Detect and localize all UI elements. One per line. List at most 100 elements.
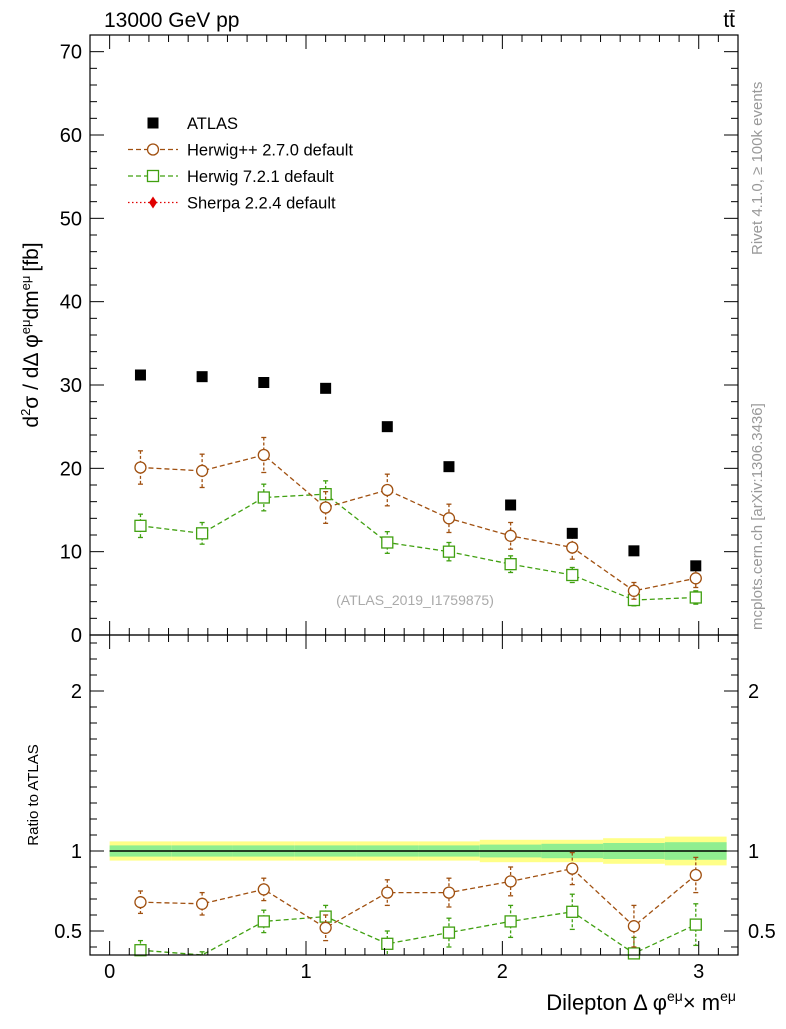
legend-entry: ATLAS (147, 115, 238, 133)
main-atlas-point (381, 421, 393, 433)
process-label: tt̄ (723, 9, 735, 32)
main-herwig-2-7-0-default-point (442, 512, 456, 525)
main-atlas-point (443, 461, 455, 473)
ratio-herwig-2-7-0-default-line (140, 867, 697, 929)
main-atlas-point (628, 545, 640, 557)
main-herwig-7-2-1-default-point (381, 536, 394, 549)
main-herwig-7-2-1-default-series (134, 480, 702, 607)
legend-entry: Herwig++ 2.7.0 default (128, 142, 353, 160)
ratio-herwig-7-2-1-default-point (504, 915, 517, 928)
main-atlas-point (258, 377, 270, 388)
legend-label: Herwig 7.2.1 default (187, 168, 334, 186)
ratio-herwig-7-2-1-default-point (381, 937, 394, 950)
ratio-herwig-7-2-1-default-series (134, 893, 702, 960)
main-ylabel: d2σ / dΔ φeμdmeμ[fb] (18, 242, 43, 427)
legend-entry: Sherpa 2.2.4 default (128, 195, 336, 213)
ratio-herwig-7-2-1-default-point (627, 947, 641, 960)
main-herwig-2-7-0-default-point (319, 501, 332, 514)
main-herwig-2-7-0-default-point (689, 572, 702, 585)
main-herwig-2-7-0-default-series (134, 436, 702, 600)
legend-entry: Herwig 7.2.1 default (128, 168, 334, 186)
main-herwig-2-7-0-default-point (627, 584, 641, 597)
main-herwig-7-2-1-default-point (195, 527, 209, 540)
analysis-watermark: (ATLAS_2019_I1759875) (336, 592, 494, 608)
xtick-label: 1 (300, 961, 311, 983)
energy-label: 13000 GeV pp (104, 9, 239, 32)
ratio-herwig-7-2-1-default-point (566, 905, 579, 918)
ratio-herwig-7-2-1-default-point (134, 944, 147, 957)
ratio-ytick-label-right: 0.5 (748, 921, 776, 943)
ratio-ytick-label: 0.5 (54, 921, 82, 943)
main-herwig-2-7-0-default-point (381, 483, 394, 497)
mcplots-label: mcplots.cern.ch [arXiv:1306.3436] (749, 403, 766, 630)
main-atlas-point (320, 382, 332, 394)
main-atlas-series (134, 369, 702, 572)
xtick-label: 2 (497, 961, 508, 983)
xtick-label: 0 (104, 961, 115, 983)
ratio-ytick-label: 1 (71, 841, 82, 863)
ratio-ytick-label: 2 (71, 681, 82, 703)
ratio-herwig-2-7-0-default-point (257, 883, 270, 896)
main-herwig-7-2-1-default-line (140, 493, 696, 601)
rivet-label: Rivet 4.1.0, ≥ 100k events (749, 82, 766, 255)
main-herwig-7-2-1-default-point (689, 591, 702, 604)
legend-label: ATLAS (187, 115, 238, 133)
main-atlas-point (505, 499, 517, 511)
main-herwig-2-7-0-default-point (195, 464, 209, 477)
ratio-frame (89, 634, 739, 956)
legend-marker (149, 196, 157, 209)
ratio-ytick-label-right: 2 (748, 681, 759, 703)
ratio-herwig-2-7-0-default-point (381, 886, 394, 899)
ratio-herwig-2-7-0-default-point (134, 896, 147, 909)
ratio-herwig-2-7-0-default-point (195, 897, 209, 910)
legend-marker (146, 169, 160, 183)
ratio-herwig-2-7-0-default-point (319, 921, 332, 934)
ratio-herwig-7-2-1-default-line (140, 911, 697, 956)
main-ytick-label: 0 (71, 625, 82, 647)
main-atlas-point (690, 560, 702, 572)
main-ytick-label: 20 (60, 458, 82, 480)
ratio-herwig-2-7-0-default-series (134, 851, 702, 948)
ratio-herwig-7-2-1-default-point (689, 918, 702, 931)
ratio-ylabel: Ratio to ATLAS (25, 744, 42, 845)
main-herwig-7-2-1-default-point (134, 519, 147, 532)
legend: ATLAS Herwig++ 2.7.0 default Herwig 7.2.1 … (128, 115, 353, 213)
xtick-label: 3 (693, 961, 704, 983)
main-ytick-label: 60 (60, 125, 82, 147)
ratio-herwig-2-7-0-default-point (442, 886, 456, 899)
legend-label: Herwig++ 2.7.0 default (187, 142, 353, 160)
main-herwig-2-7-0-default-point (504, 529, 517, 542)
ratio-herwig-7-2-1-default-point (257, 915, 270, 928)
main-herwig-2-7-0-default-point (134, 461, 147, 474)
main-atlas-point (196, 371, 208, 383)
main-ytick-label: 40 (60, 292, 82, 314)
ratio-uncertainty-band (109, 836, 727, 866)
main-ytick-label: 70 (60, 42, 82, 64)
main-series-layer (134, 369, 702, 607)
main-herwig-7-2-1-default-point (566, 568, 579, 582)
main-ytick-label: 10 (60, 542, 82, 564)
main-ytick-label: 50 (60, 208, 82, 230)
main-ytick-label: 30 (60, 375, 82, 397)
legend-label: Sherpa 2.2.4 default (187, 195, 336, 213)
ratio-herwig-2-7-0-default-point (566, 862, 579, 875)
x-axis-label: Dilepton Δ φeμ× meμ (546, 988, 736, 1015)
ratio-herwig-2-7-0-default-point (504, 875, 517, 888)
main-herwig-2-7-0-default-point (257, 448, 270, 462)
ratio-herwig-2-7-0-default-point (689, 868, 702, 882)
ratio-ytick-label-right: 1 (748, 841, 759, 863)
legend-marker (146, 143, 160, 156)
ratio-series-layer (134, 851, 702, 960)
main-herwig-7-2-1-default-point (257, 491, 270, 504)
main-herwig-7-2-1-default-point (504, 558, 517, 571)
main-herwig-7-2-1-default-point (442, 545, 456, 558)
ratio-herwig-2-7-0-default-point (627, 920, 641, 933)
main-herwig-2-7-0-default-point (566, 541, 579, 554)
main-atlas-point (134, 369, 146, 381)
legend-marker (147, 117, 159, 129)
ratio-herwig-7-2-1-default-point (442, 926, 456, 939)
main-herwig-2-7-0-default-line (140, 454, 696, 592)
main-atlas-point (566, 527, 578, 539)
